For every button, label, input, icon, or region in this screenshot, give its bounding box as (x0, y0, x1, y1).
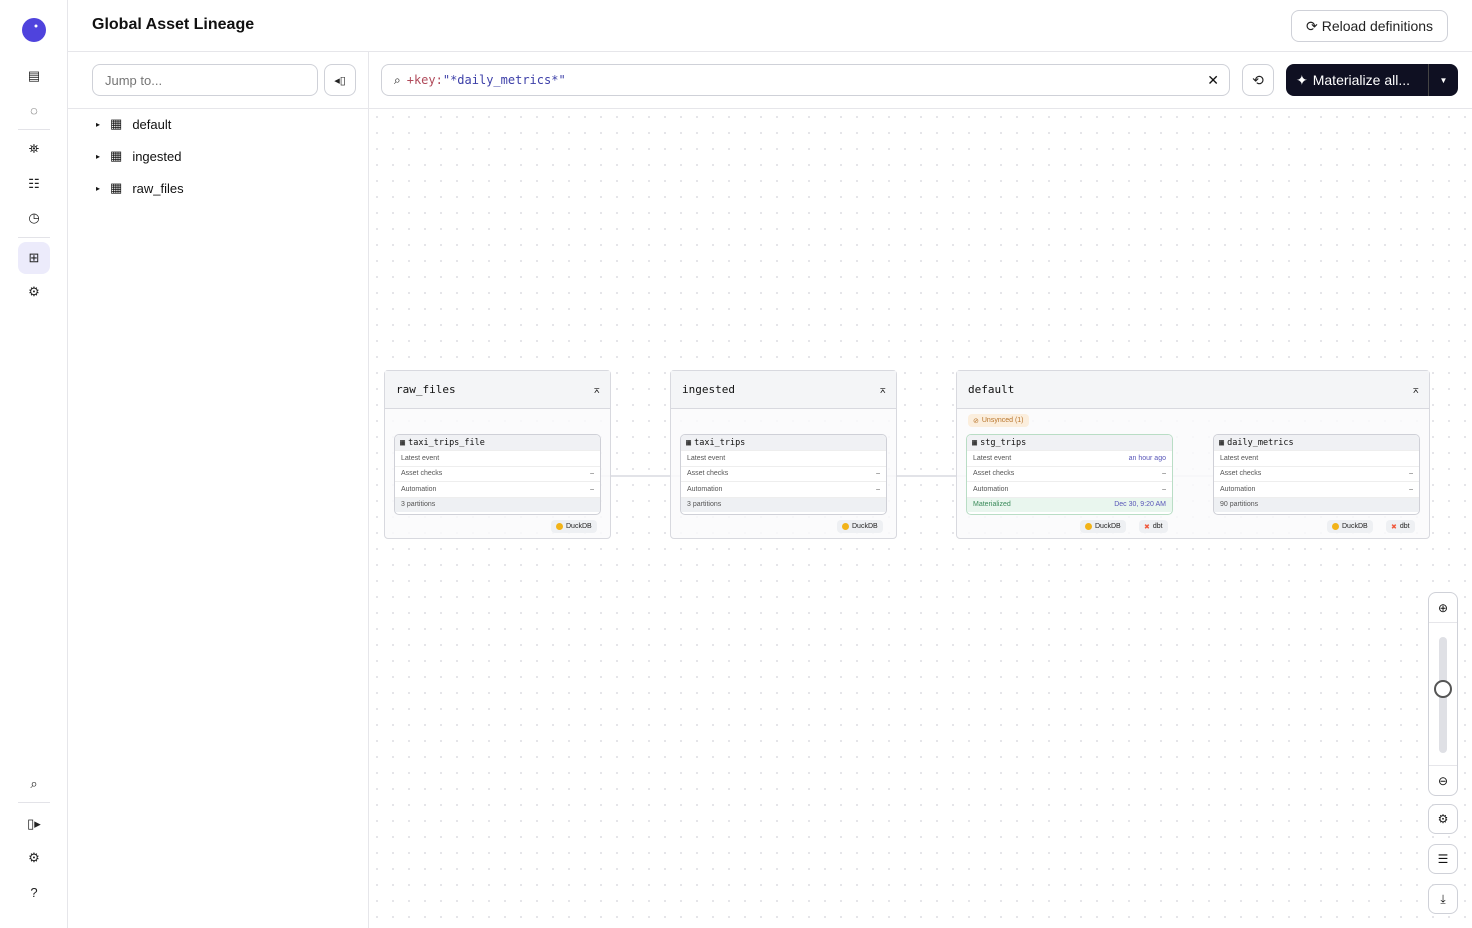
jobs-icon[interactable]: ☷ (28, 176, 40, 191)
zoom-slider-handle[interactable] (1434, 680, 1452, 699)
asset-lineage-icon[interactable]: ⊞ (18, 242, 50, 274)
caret-right-icon: ▸ (96, 151, 101, 161)
download-button[interactable]: ⤓ (1428, 884, 1458, 914)
jump-to-input[interactable] (92, 64, 318, 96)
table-icon: ▦ (1219, 437, 1225, 448)
asset-group-ingested[interactable]: ingested ⌅ ▦ taxi_trips Latest event Asset… (670, 370, 897, 539)
dbt-icon: ✖ (1391, 523, 1397, 531)
table-icon: ▦ (686, 437, 692, 448)
unsynced-icon: ⊘ (973, 417, 979, 425)
caret-right-icon: ▸ (96, 119, 101, 129)
duckdb-icon (842, 523, 849, 530)
unsynced-badge[interactable]: ⊘ Unsynced (1) (968, 414, 1029, 427)
kind-tag-duckdb[interactable]: DuckDB (837, 520, 883, 533)
help-icon[interactable]: ? (30, 884, 38, 900)
search-icon[interactable]: ⌕ (30, 776, 38, 791)
search-icon: ⌕ (394, 72, 401, 87)
collapse-icon[interactable]: ▯▸ (27, 816, 41, 831)
graph-toolbar: ⌕ +key:"*daily_metrics*" ✕ ⟲ ✦ Materializ… (369, 52, 1472, 109)
deployment-icon[interactable]: ⛯ (28, 141, 40, 156)
zoom-control: ⊕ ⊖ (1428, 592, 1458, 796)
page-header: Global Asset Lineage ⟳ Reload definitions (68, 0, 1472, 52)
collapse-group-icon[interactable]: ⌅ (879, 383, 886, 396)
refresh-button[interactable]: ⟲ (1242, 64, 1274, 96)
duckdb-icon (1085, 523, 1092, 530)
table-icon: ▦ (110, 180, 123, 195)
collapse-group-icon[interactable]: ⌅ (1412, 383, 1419, 396)
filter-button[interactable]: ☰ (1428, 844, 1458, 874)
kind-tag-dbt[interactable]: ✖ dbt (1139, 520, 1168, 533)
table-icon: ▦ (972, 437, 978, 448)
collapse-group-icon[interactable]: ⌅ (593, 383, 600, 396)
table-icon: ▦ (110, 116, 123, 131)
kind-tag-duckdb[interactable]: DuckDB (1327, 520, 1373, 533)
reload-definitions-button[interactable]: ⟳ Reload definitions (1291, 10, 1448, 42)
page-title: Global Asset Lineage (92, 16, 255, 33)
zoom-out-button[interactable]: ⊖ (1429, 765, 1457, 795)
asset-node-stg-trips[interactable]: ▦ stg_trips Latest event an hour ago Asset… (966, 434, 1173, 515)
overview-icon[interactable]: ▤ (27, 68, 41, 83)
runs-icon[interactable]: ◌ (30, 102, 38, 118)
latest-event-link[interactable]: an hour ago (1128, 454, 1166, 462)
schedules-icon[interactable]: ◷ (28, 210, 40, 225)
asset-sidebar: ◂▯ ▸▦default ▸▦ingested ▸▦raw_files (68, 52, 369, 928)
caret-right-icon: ▸ (96, 183, 101, 193)
tree-item-ingested[interactable]: ▸ ▦ ingested (96, 148, 182, 164)
nav-rail: ▤ ◌ ⛯ ☷ ◷ ⊞ ⚙ ⌕ ▯▸ ⚙ ? (0, 0, 68, 928)
asset-group-raw-files[interactable]: raw_files ⌅ ▦ taxi_trips_file Latest event… (384, 370, 611, 539)
graph-settings-button[interactable]: ⚙ (1428, 804, 1458, 834)
clear-icon[interactable]: ✕ (1207, 72, 1219, 88)
tree-item-default[interactable]: ▸ ▦ default (96, 116, 172, 132)
kind-tag-dbt[interactable]: ✖ dbt (1386, 520, 1415, 533)
asset-node-daily-metrics[interactable]: ▦ daily_metrics Latest event Asset checks… (1213, 434, 1420, 515)
table-icon: ▦ (400, 437, 406, 448)
dagster-logo[interactable] (18, 14, 50, 46)
tree-item-raw-files[interactable]: ▸ ▦ raw_files (96, 180, 184, 196)
asset-node-taxi-trips-file[interactable]: ▦ taxi_trips_file Latest event Asset chec… (394, 434, 601, 515)
settings-icon[interactable]: ⚙ (28, 284, 40, 299)
materialize-dropdown-icon[interactable]: ▼ (1427, 64, 1458, 96)
sparkle-icon: ✦ (1296, 71, 1308, 88)
reload-icon: ⟳ (1305, 17, 1318, 34)
duckdb-icon (1332, 523, 1339, 530)
asset-node-taxi-trips[interactable]: ▦ taxi_trips Latest event Asset checks – A… (680, 434, 887, 515)
dbt-icon: ✖ (1144, 523, 1150, 531)
kind-tag-duckdb[interactable]: DuckDB (1080, 520, 1126, 533)
kind-tag-duckdb[interactable]: DuckDB (551, 520, 597, 533)
asset-selection-input[interactable]: ⌕ +key:"*daily_metrics*" ✕ (381, 64, 1230, 96)
asset-group-default[interactable]: default ⌅ ⊘ Unsynced (1) ▦ stg_trips Latest… (956, 370, 1430, 539)
materialize-all-button[interactable]: ✦ Materialize all... ▼ (1286, 64, 1458, 96)
edge (600, 475, 680, 477)
edge (886, 475, 966, 477)
collapse-sidebar-button[interactable]: ◂▯ (324, 64, 356, 96)
user-settings-icon[interactable]: ⚙ (28, 850, 40, 865)
duckdb-icon (556, 523, 563, 530)
zoom-in-button[interactable]: ⊕ (1429, 593, 1457, 623)
table-icon: ▦ (110, 148, 123, 163)
